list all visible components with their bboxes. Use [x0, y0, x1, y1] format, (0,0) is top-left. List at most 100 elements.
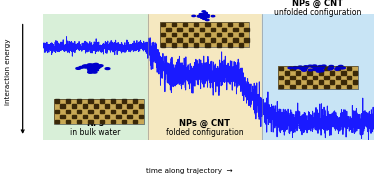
Circle shape	[301, 68, 305, 70]
Circle shape	[198, 16, 201, 17]
Bar	[166, 38, 170, 42]
Circle shape	[315, 67, 319, 69]
Circle shape	[313, 69, 317, 70]
Bar	[72, 114, 76, 118]
Circle shape	[329, 66, 333, 67]
Bar	[290, 76, 294, 79]
Circle shape	[204, 16, 208, 17]
Circle shape	[336, 67, 341, 68]
Circle shape	[298, 66, 302, 68]
Bar	[77, 99, 81, 103]
Bar	[122, 99, 126, 103]
Circle shape	[91, 64, 96, 66]
Circle shape	[293, 67, 297, 69]
Bar	[161, 33, 165, 37]
Bar	[183, 43, 187, 47]
Bar	[43, 14, 148, 140]
Bar	[160, 22, 249, 47]
Circle shape	[88, 66, 93, 68]
Bar	[161, 22, 165, 26]
Circle shape	[318, 66, 322, 67]
Bar	[239, 22, 243, 26]
Bar	[94, 114, 98, 118]
Bar	[66, 109, 70, 113]
Circle shape	[203, 15, 206, 16]
Circle shape	[203, 15, 207, 16]
Text: unfolded configuration: unfolded configuration	[274, 8, 362, 17]
Bar	[133, 109, 137, 113]
Bar	[66, 120, 70, 123]
Circle shape	[97, 66, 102, 67]
Circle shape	[91, 64, 95, 66]
Bar	[233, 38, 237, 42]
Circle shape	[315, 68, 320, 70]
Bar	[172, 33, 176, 37]
Bar	[347, 76, 351, 79]
Bar	[194, 43, 198, 47]
Bar	[183, 22, 187, 26]
Bar	[302, 76, 306, 79]
Bar	[278, 66, 358, 89]
Bar	[313, 67, 317, 70]
Bar	[302, 85, 306, 88]
Circle shape	[206, 19, 209, 21]
Circle shape	[94, 63, 98, 65]
Bar	[127, 104, 132, 108]
Bar	[296, 71, 300, 75]
Bar	[111, 109, 115, 113]
Circle shape	[94, 69, 99, 71]
Bar	[148, 14, 262, 140]
Circle shape	[92, 69, 97, 71]
Circle shape	[301, 67, 306, 69]
Bar	[239, 43, 243, 47]
Bar	[245, 38, 249, 42]
Circle shape	[88, 69, 93, 71]
Bar	[105, 114, 109, 118]
Bar	[183, 33, 187, 37]
Circle shape	[92, 69, 96, 71]
Circle shape	[92, 67, 97, 69]
Bar	[278, 66, 358, 89]
Bar	[217, 33, 221, 37]
Bar	[105, 104, 109, 108]
Circle shape	[329, 67, 334, 69]
Bar	[324, 67, 328, 70]
Circle shape	[89, 66, 93, 67]
Circle shape	[197, 16, 201, 17]
Bar	[228, 43, 232, 47]
Bar	[285, 80, 289, 84]
Bar	[116, 104, 121, 108]
Circle shape	[339, 67, 344, 69]
Circle shape	[83, 66, 87, 68]
Circle shape	[90, 66, 94, 68]
Circle shape	[88, 64, 93, 66]
Bar	[77, 109, 81, 113]
Bar	[178, 38, 182, 42]
Bar	[205, 33, 210, 37]
Bar	[307, 71, 311, 75]
Bar	[194, 33, 198, 37]
Circle shape	[92, 67, 97, 69]
Circle shape	[316, 70, 321, 72]
Circle shape	[95, 67, 100, 69]
Bar	[319, 71, 323, 75]
Circle shape	[201, 16, 204, 17]
Circle shape	[288, 67, 293, 69]
Bar	[88, 120, 93, 123]
Circle shape	[204, 14, 208, 15]
Circle shape	[90, 68, 95, 70]
Bar	[111, 120, 115, 123]
Circle shape	[206, 16, 209, 18]
Bar	[161, 43, 165, 47]
Circle shape	[203, 14, 206, 15]
Circle shape	[308, 69, 313, 71]
Bar	[347, 67, 351, 70]
Bar	[200, 28, 204, 31]
Circle shape	[202, 16, 205, 17]
Bar	[55, 120, 59, 123]
Circle shape	[76, 68, 81, 69]
Bar	[55, 99, 59, 103]
Circle shape	[303, 66, 307, 68]
Circle shape	[319, 69, 323, 71]
Bar	[341, 71, 345, 75]
